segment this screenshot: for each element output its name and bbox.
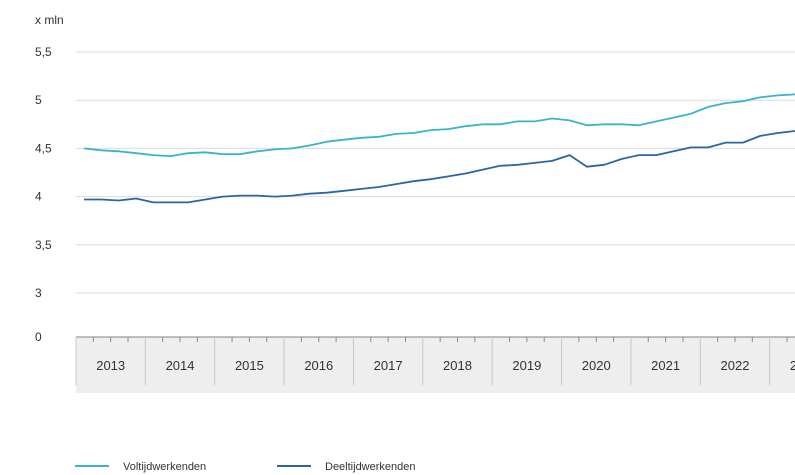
legend: Voltijdwerkenden Deeltijdwerkenden [75, 461, 416, 473]
x-tick-label: 2018 [443, 358, 472, 373]
series-line [83, 93, 795, 158]
y-tick-label: 3,5 [35, 238, 52, 252]
x-axis-band [76, 337, 795, 393]
legend-label: Deeltijdwerkenden [325, 461, 416, 473]
y-tick-label: 3 [35, 286, 42, 300]
x-tick-label: 2022 [721, 358, 750, 373]
y-tick-label: 5 [35, 93, 42, 107]
legend-label: Voltijdwerkenden [123, 461, 206, 473]
x-tick-label: 2013 [96, 358, 125, 373]
y-tick-label: 4,5 [35, 141, 52, 155]
x-tick-label: 2017 [374, 358, 403, 373]
x-axis: 2013 2014 2015 2016 2017 2018 2019 2020 2021 2022… [75, 337, 795, 385]
y-axis-unit-label: x mln [35, 13, 64, 27]
x-tick-label: 2019 [512, 358, 541, 373]
y-tick-label: 5,5 [35, 45, 52, 59]
x-tick-label: 2016 [304, 358, 333, 373]
y-tick-label: 4 [35, 190, 42, 204]
x-tick-label: 2015 [235, 358, 264, 373]
series-lines [83, 93, 795, 204]
y-tick-label: 0 [35, 330, 42, 344]
gridlines [76, 51, 795, 338]
x-tick-label: 2021 [651, 358, 680, 373]
x-tick-label: 2020 [582, 358, 611, 373]
series-line [84, 130, 795, 204]
x-tick-label: 2014 [166, 358, 195, 373]
x-tick-label: 2023 [790, 358, 795, 373]
y-axis-labels: 0 3 3,5 4 4,5 5 5,5 [35, 45, 52, 344]
